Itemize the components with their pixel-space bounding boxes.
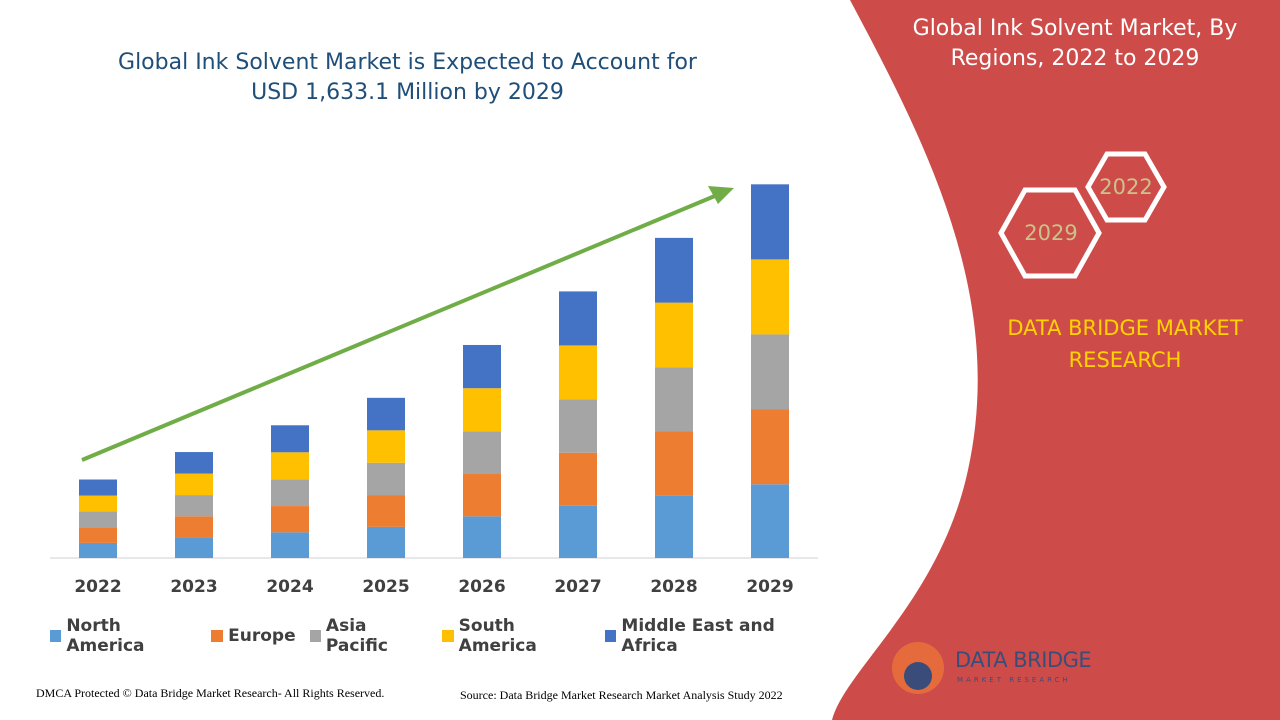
legend-item: North America — [50, 616, 197, 656]
bar-segment — [271, 479, 309, 507]
legend-label: South America — [458, 616, 537, 656]
bar-segment — [271, 452, 309, 480]
x-tick-label: 2024 — [266, 577, 313, 597]
x-tick-label: 2028 — [650, 577, 697, 597]
bar-segment — [271, 425, 309, 453]
arrow-head — [708, 186, 734, 204]
legend-label: North America — [66, 616, 145, 656]
legend-label: Middle East and Africa — [621, 616, 775, 656]
legend-swatch — [442, 630, 454, 642]
hexagon — [998, 187, 1102, 279]
bar-segment — [655, 237, 693, 303]
chart-title: Global Ink Solvent Market is Expected to… — [118, 50, 697, 105]
bar-segment — [271, 532, 309, 558]
bar-segment — [463, 474, 501, 517]
bar-segment — [751, 409, 789, 485]
legend-item: Asia Pacific — [309, 616, 429, 656]
bar-segment — [175, 473, 213, 496]
bar-segment — [463, 388, 501, 432]
bar-segment — [751, 484, 789, 558]
legend-swatch — [50, 630, 62, 642]
side-panel — [832, 0, 1280, 720]
bar-segment — [655, 302, 693, 368]
bar-segment — [175, 452, 213, 474]
panel-title: Global Ink Solvent Market, By Regions, 2… — [912, 16, 1238, 71]
bar-segment — [751, 184, 789, 260]
x-tick-label: 2022 — [74, 577, 121, 597]
x-tick-label: 2023 — [170, 577, 217, 597]
legend-label: Asia Pacific — [325, 616, 388, 656]
bar-segment — [175, 516, 213, 538]
bar-segment — [559, 399, 597, 453]
bar-segment — [655, 495, 693, 558]
x-tick-label: 2029 — [746, 577, 793, 597]
bar-segment — [367, 462, 405, 496]
copyright: DMCA Protected © Data Bridge Market Rese… — [36, 686, 385, 700]
x-tick-label: 2027 — [554, 577, 601, 597]
bar-segment — [79, 511, 117, 528]
brand: DATA BRIDGE MARKET RESEARCH — [1007, 316, 1243, 372]
bar-segment — [559, 505, 597, 558]
bar-segment — [79, 479, 117, 496]
bar-segment — [367, 397, 405, 431]
x-tick-label: 2025 — [362, 577, 409, 597]
bar-segment — [463, 344, 501, 389]
bar-segment — [655, 367, 693, 432]
bar-segment — [463, 431, 501, 475]
legend-item: South America — [442, 616, 591, 656]
bar-segment — [655, 431, 693, 496]
bar-segment — [559, 452, 597, 506]
hex-label: 2029 — [1024, 221, 1077, 245]
hexagon — [1085, 151, 1167, 223]
legend-swatch — [211, 630, 224, 642]
bar-segment — [367, 495, 405, 527]
bar-segment — [751, 334, 789, 410]
logo-tagline: MARKET RESEARCH — [957, 676, 1071, 684]
source: Source: Data Bridge Market Research Mark… — [460, 688, 783, 702]
bar-segment — [367, 430, 405, 463]
logo-mark — [904, 662, 932, 690]
bar-segment — [751, 259, 789, 335]
legend-swatch — [309, 630, 321, 642]
legend-label: Europe — [228, 626, 296, 646]
bar-segment — [271, 506, 309, 533]
legend-item: Middle East and Africa — [605, 616, 825, 656]
x-tick-label: 2026 — [458, 577, 505, 597]
bar-segment — [463, 516, 501, 558]
legend-item: Europe — [211, 616, 296, 656]
legend-swatch — [605, 630, 617, 642]
bar-segment — [559, 345, 597, 400]
bar-segment — [79, 495, 117, 512]
hex-label: 2022 — [1099, 175, 1152, 199]
bar-segment — [367, 526, 405, 558]
bar-segment — [175, 495, 213, 517]
bar-segment — [79, 542, 117, 558]
bar-segment — [175, 537, 213, 558]
legend: North America Europe Asia Pacific South Ame… — [50, 616, 825, 656]
logo-name: DATA BRIDGE — [955, 648, 1092, 672]
bar-segment — [79, 527, 117, 543]
trend-arrow — [81, 191, 723, 462]
bar-segment — [559, 291, 597, 346]
